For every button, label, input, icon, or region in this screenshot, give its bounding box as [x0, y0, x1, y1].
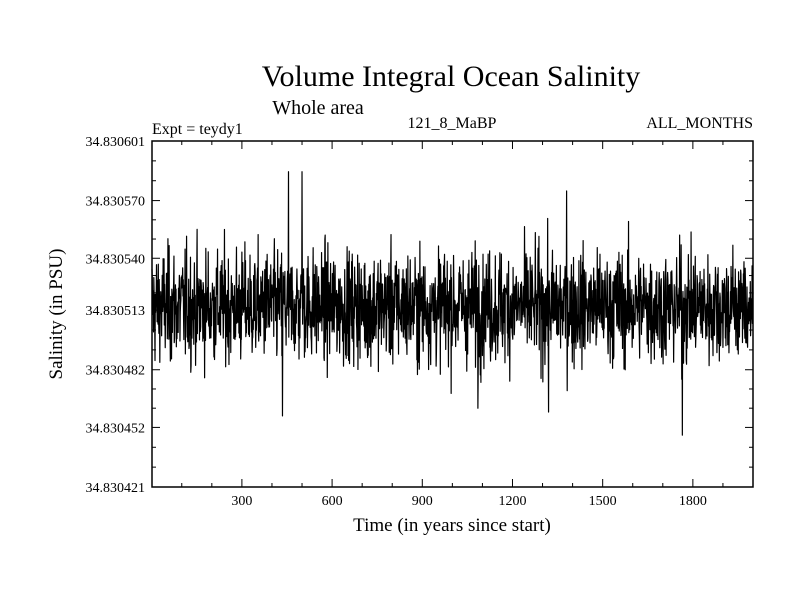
y-tick-label: 34.830421 [86, 481, 146, 496]
series-layer [151, 171, 754, 436]
y-axis-label: Salinity (in PSU) [46, 249, 67, 380]
x-tick-labels: 300 600 900 1200 1500 1800 [231, 494, 706, 509]
y-tick-label: 34.830540 [86, 252, 146, 267]
y-tick-label: 34.830482 [86, 364, 146, 379]
y-tick-label: 34.830513 [86, 304, 146, 319]
x-tick-label: 600 [322, 494, 343, 509]
y-tick-label: 34.830601 [86, 135, 146, 150]
x-axis-label: Time (in years since start) [353, 515, 551, 536]
x-tick-label: 300 [231, 494, 252, 509]
y-tick-labels: 34.830421 34.830452 34.830482 34.830513 34.8… [86, 135, 146, 496]
chart-title: Volume Integral Ocean Salinity [262, 60, 641, 93]
x-tick-label: 1200 [498, 494, 526, 509]
x-tick-label: 1800 [679, 494, 707, 509]
months-label: ALL_MONTHS [646, 115, 753, 132]
y-tick-label: 34.830452 [86, 421, 146, 436]
x-tick-label: 900 [412, 494, 433, 509]
chart-subtitle: Whole area [272, 97, 364, 119]
series-line-teydy1 [151, 171, 754, 436]
experiment-label: Expt = teydy1 [152, 121, 243, 138]
y-tick-label: 34.830570 [86, 195, 146, 210]
x-tick-label: 1500 [589, 494, 617, 509]
run-label: 121_8_MaBP [408, 115, 497, 132]
plot-frame [151, 140, 754, 488]
